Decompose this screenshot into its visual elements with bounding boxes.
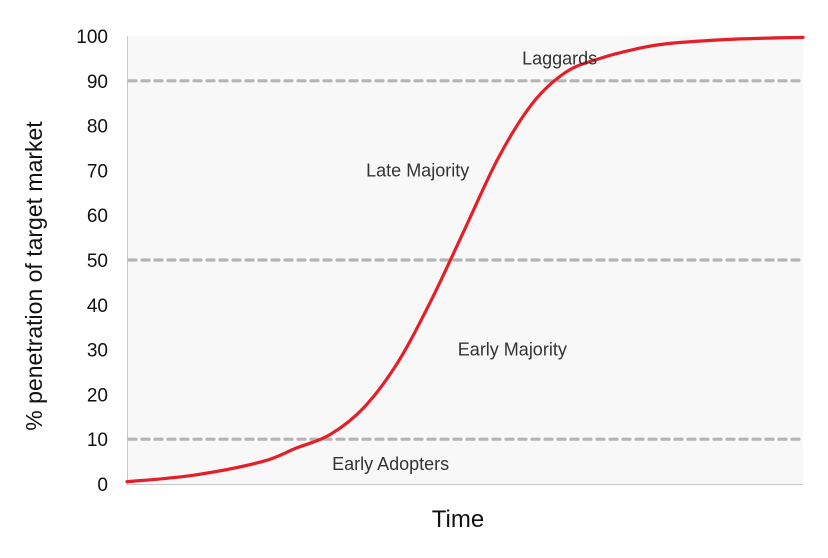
y-tick-label: 40 (87, 296, 108, 317)
y-tick-label: 80 (87, 117, 108, 138)
annotation-laggards: Laggards (522, 48, 597, 68)
y-axis-ticks: 0 10 20 30 40 50 60 70 80 90 100 (76, 27, 108, 496)
y-tick-label: 100 (76, 27, 108, 48)
y-tick-label: 60 (87, 206, 108, 227)
y-tick-label: 10 (87, 430, 108, 451)
y-tick-label: 50 (87, 251, 108, 272)
y-tick-label: 70 (87, 161, 108, 182)
adoption-curve (125, 35, 805, 484)
segment-annotations: Laggards Late Majority Early Majority Early… (332, 48, 597, 473)
y-axis-label: % penetration of target market (21, 121, 47, 431)
annotation-early-majority: Early Majority (458, 340, 567, 360)
annotation-early-adopters: Early Adopters (332, 454, 449, 474)
y-tick-label: 90 (87, 72, 108, 93)
y-tick-label: 30 (87, 341, 108, 362)
y-tick-label: 20 (87, 385, 108, 406)
y-tick-label: 0 (97, 475, 108, 496)
x-axis-label: Time (432, 506, 484, 533)
reference-lines (127, 79, 805, 441)
annotation-late-majority: Late Majority (366, 160, 469, 180)
